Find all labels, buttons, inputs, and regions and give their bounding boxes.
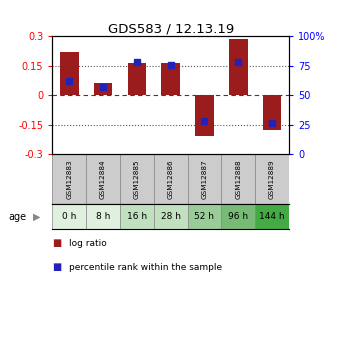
Bar <box>154 205 188 229</box>
Text: GSM12885: GSM12885 <box>134 160 140 199</box>
Text: GSM12888: GSM12888 <box>235 160 241 199</box>
Bar <box>255 155 289 205</box>
Text: 0 h: 0 h <box>62 213 76 221</box>
Bar <box>86 205 120 229</box>
Bar <box>94 82 113 95</box>
Bar <box>255 205 289 229</box>
Text: 52 h: 52 h <box>194 213 215 221</box>
Text: GSM12887: GSM12887 <box>201 160 208 199</box>
Text: 144 h: 144 h <box>259 213 285 221</box>
Bar <box>154 155 188 205</box>
Text: GSM12884: GSM12884 <box>100 160 106 199</box>
Bar <box>52 155 86 205</box>
Text: 96 h: 96 h <box>228 213 248 221</box>
Text: GSM12883: GSM12883 <box>66 160 72 199</box>
Text: log ratio: log ratio <box>69 239 107 248</box>
Bar <box>221 155 255 205</box>
Text: age: age <box>8 212 27 222</box>
Bar <box>120 155 154 205</box>
Text: 8 h: 8 h <box>96 213 110 221</box>
Bar <box>86 155 120 205</box>
Bar <box>188 205 221 229</box>
Bar <box>60 52 78 95</box>
Text: 16 h: 16 h <box>127 213 147 221</box>
Bar <box>221 205 255 229</box>
Title: GDS583 / 12.13.19: GDS583 / 12.13.19 <box>107 22 234 35</box>
Bar <box>195 95 214 136</box>
Text: GSM12889: GSM12889 <box>269 160 275 199</box>
Bar <box>188 155 221 205</box>
Text: percentile rank within the sample: percentile rank within the sample <box>69 263 222 272</box>
Text: GSM12886: GSM12886 <box>168 160 174 199</box>
Text: ■: ■ <box>52 238 62 248</box>
Bar <box>263 95 281 130</box>
Text: ▶: ▶ <box>33 212 41 222</box>
Text: 28 h: 28 h <box>161 213 181 221</box>
Text: ■: ■ <box>52 263 62 272</box>
Bar <box>128 63 146 95</box>
Bar <box>120 205 154 229</box>
Bar <box>52 205 86 229</box>
Bar <box>162 63 180 95</box>
Bar <box>229 39 247 95</box>
